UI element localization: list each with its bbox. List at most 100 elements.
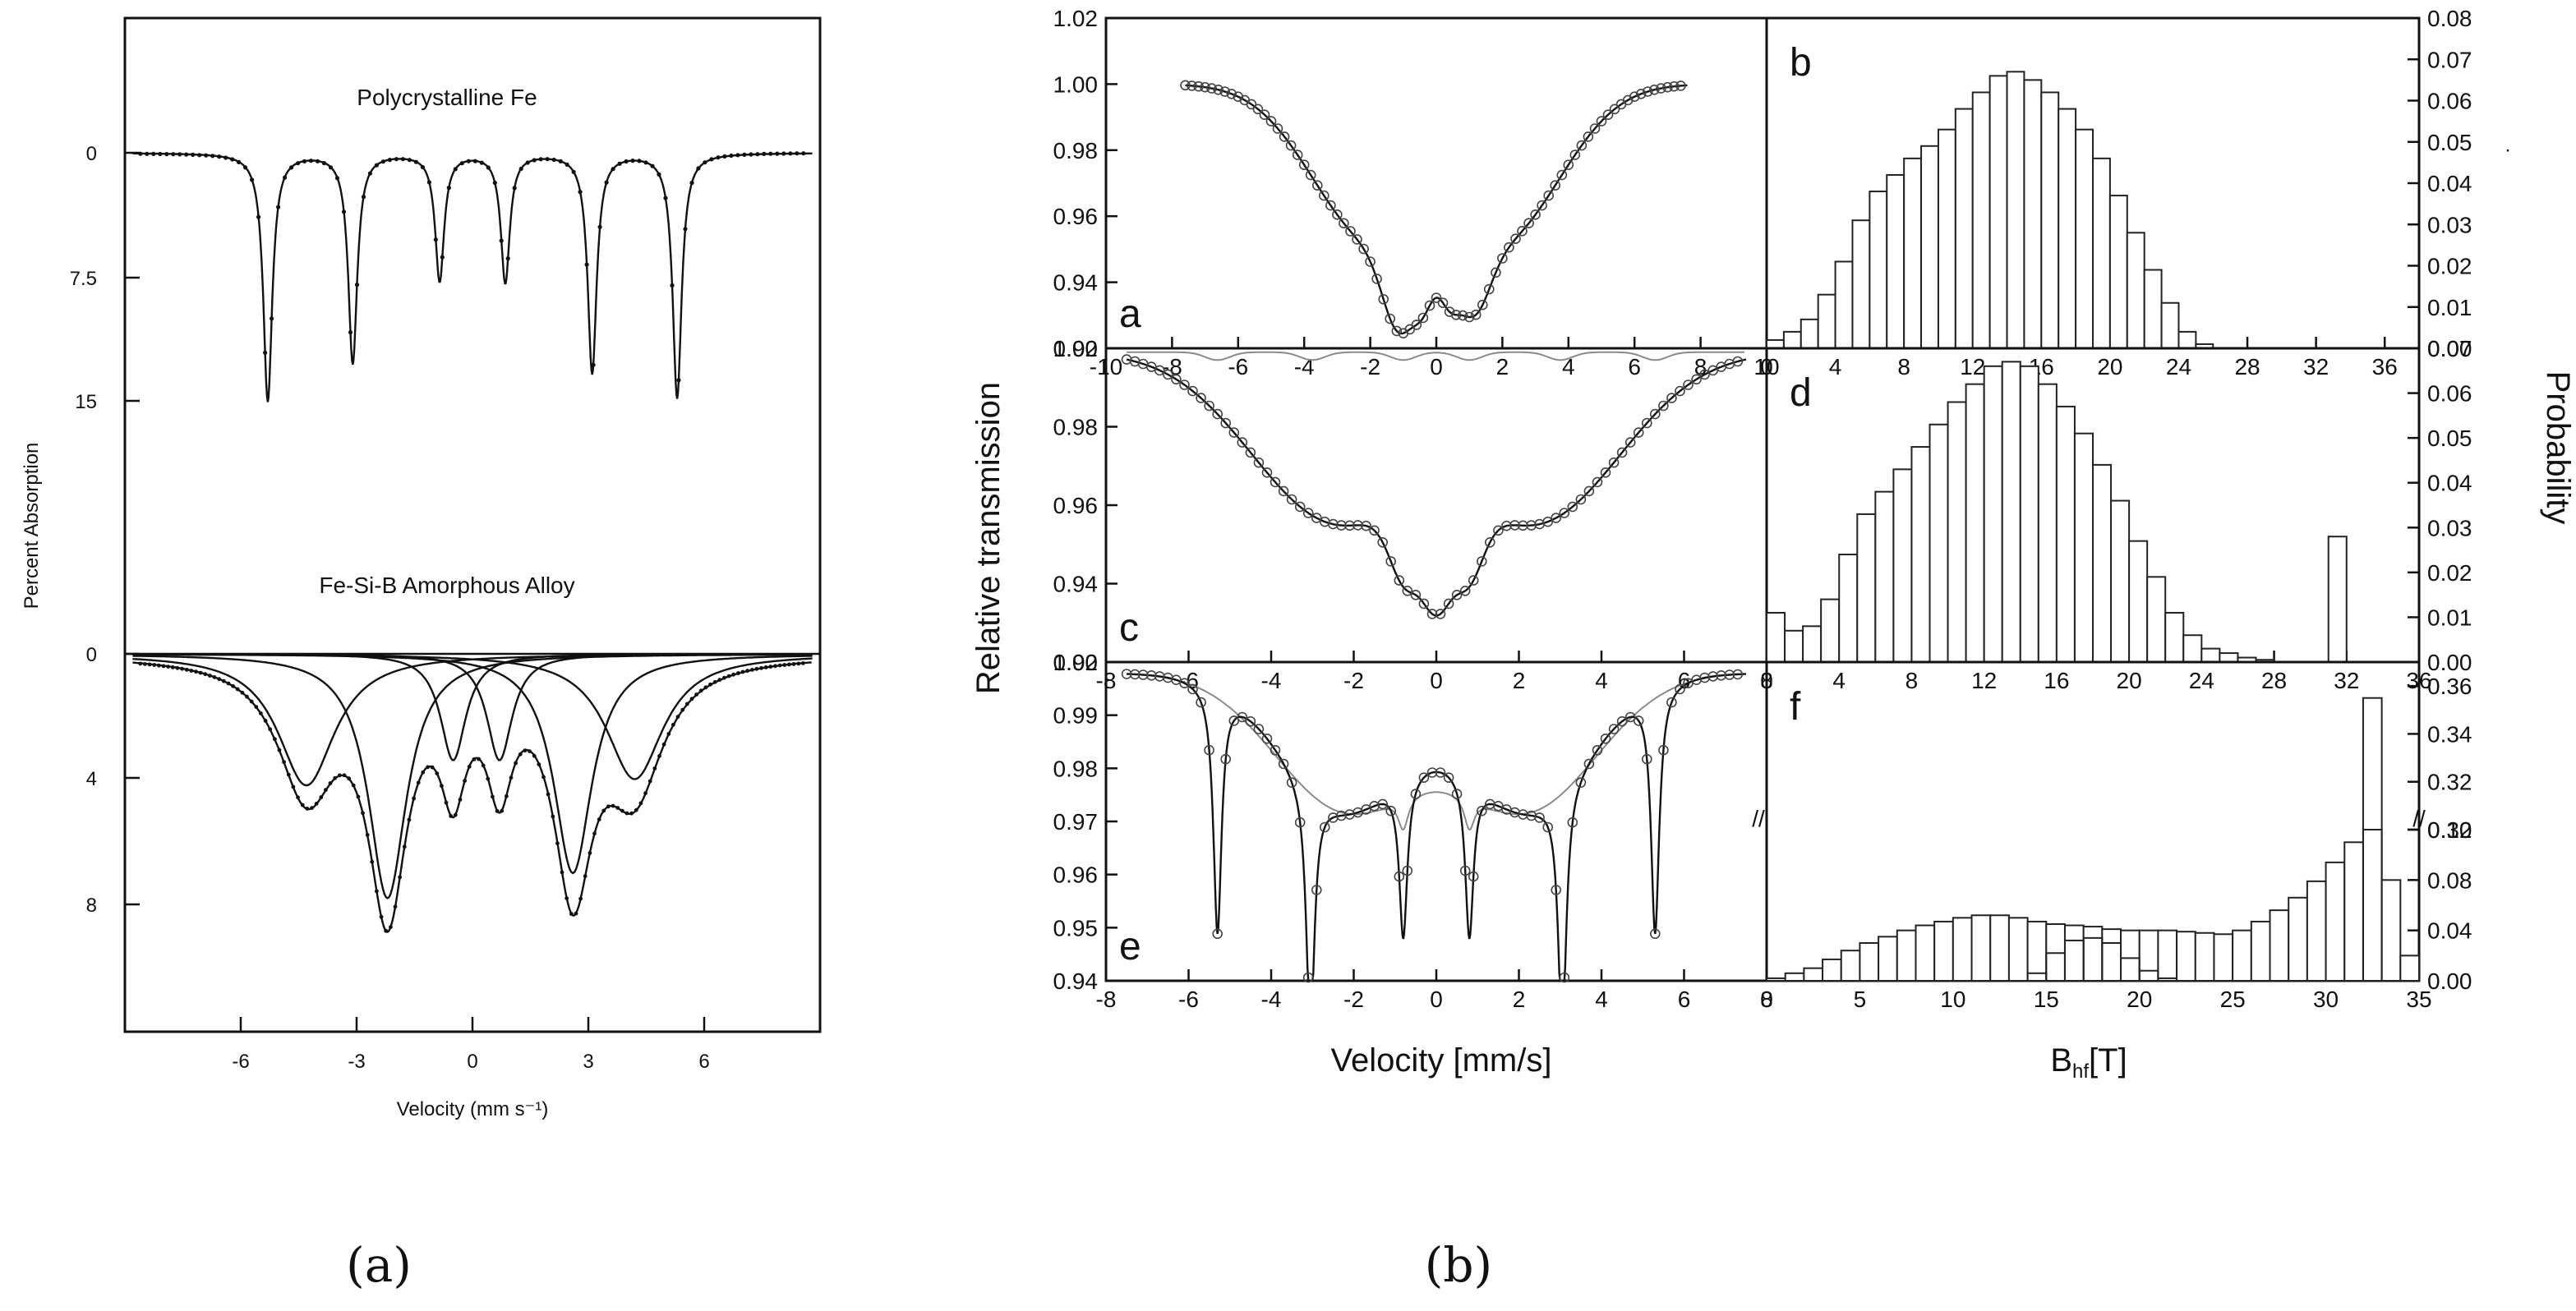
x-tick-label-a-7: 4 — [1562, 354, 1575, 380]
data-point-alloy — [365, 833, 370, 837]
data-point-a — [1669, 80, 1680, 92]
bar-d-4 — [1838, 554, 1859, 663]
data-point-a — [1517, 225, 1528, 237]
data-point-e — [1245, 715, 1256, 727]
data-point-alloy — [240, 690, 245, 695]
data-point-fe — [716, 155, 721, 160]
data-point-a — [1325, 200, 1336, 211]
data-point-a — [1292, 150, 1303, 160]
data-point-fe — [354, 283, 360, 288]
x-tick-label-c-2: -4 — [1261, 668, 1282, 693]
data-point-e — [1261, 733, 1273, 744]
velocity-panel-a: a-10 -8 -6 -4 -2 0 2 4 6 8 100.920.940.960.981.001… — [1053, 6, 1780, 380]
y-tick-alloy-2: 8 — [86, 895, 97, 917]
data-point-alloy — [601, 808, 606, 813]
x-tick-label-f-6: 30 — [2313, 987, 2339, 1012]
bar-f-sharp-16 — [2063, 939, 2085, 982]
data-point-a — [1187, 80, 1197, 91]
data-point-c — [1616, 447, 1628, 458]
data-point-fe — [400, 157, 405, 162]
bar-b-4 — [1834, 260, 1854, 350]
bar-f-sharp-19 — [2120, 957, 2141, 982]
data-point-a — [1431, 292, 1442, 303]
data-point-c — [1443, 598, 1454, 610]
data-point-alloy — [624, 811, 629, 816]
data-point-c — [1253, 457, 1265, 468]
data-point-a — [1272, 123, 1283, 134]
data-point-a — [1602, 109, 1614, 120]
data-point-alloy — [560, 870, 565, 875]
data-point-alloy — [421, 770, 426, 775]
data-point-alloy — [726, 674, 731, 678]
data-point-alloy — [565, 896, 569, 900]
x-tick-label-b-5: 20 — [2097, 354, 2122, 380]
data-point-alloy — [800, 661, 805, 665]
subplot-title-fe: Polycrystalline Fe — [357, 85, 537, 110]
spectrum-fe — [132, 151, 813, 402]
data-point-c — [1624, 437, 1636, 448]
data-point-c — [1154, 365, 1165, 376]
data-point-fe — [210, 154, 215, 159]
figure-a: Polycrystalline Fe Fe-Si-B Amorphous All… — [21, 16, 822, 1120]
data-point-e — [1575, 777, 1587, 789]
data-point-e — [1559, 972, 1570, 983]
x-tick-label-c-3: -2 — [1343, 668, 1364, 693]
data-point-a — [1437, 297, 1449, 309]
bar-d-13 — [2001, 361, 2021, 663]
data-point-alloy — [486, 776, 491, 781]
bar-f-broad-29 — [2306, 880, 2327, 982]
bar-d-6 — [1874, 490, 1895, 664]
y-tick-label-e-2: 0.96 — [1053, 862, 1099, 888]
bar-d-21 — [2146, 576, 2167, 663]
data-point-fe — [538, 157, 543, 162]
data-point-c — [1261, 467, 1273, 478]
data-point-alloy — [643, 791, 647, 795]
data-point-a — [1352, 234, 1362, 245]
x-tick-label-b-7: 28 — [2234, 354, 2260, 380]
panel-label-e: e — [1119, 925, 1141, 968]
data-point-alloy — [235, 687, 240, 692]
data-point-alloy — [152, 663, 157, 667]
data-point-e — [1410, 789, 1422, 799]
x-tick-label-d-1: 4 — [1832, 668, 1846, 693]
data-point-fe — [459, 161, 464, 166]
data-point-a — [1226, 89, 1237, 99]
bar-f-broad-5 — [1859, 942, 1880, 982]
data-point-fe — [315, 159, 320, 163]
data-point-fe — [663, 196, 668, 200]
data-point-alloy — [768, 665, 773, 669]
data-point-alloy — [481, 763, 486, 768]
y-tick-label-b-7: 0.07 — [2427, 47, 2472, 72]
bar-f-sharp-20 — [2138, 969, 2159, 982]
y-tick-alloy-1: 4 — [86, 768, 97, 790]
data-point-alloy — [583, 874, 588, 878]
data-point-alloy — [703, 685, 708, 690]
data-point-e — [1583, 758, 1595, 770]
data-point-c — [1294, 501, 1306, 513]
data-point-alloy — [337, 773, 342, 778]
data-point-a — [1312, 180, 1323, 191]
data-point-fe — [328, 165, 334, 170]
data-point-alloy — [629, 811, 634, 816]
x-tick-label-a-8: 6 — [1628, 354, 1641, 380]
data-point-fe — [453, 167, 458, 172]
data-point-a — [1391, 325, 1403, 337]
data-point-e — [1121, 669, 1132, 679]
data-point-e — [1724, 669, 1735, 680]
data-point-alloy — [147, 662, 152, 667]
bar-f-broad-3 — [1822, 958, 1842, 982]
data-point-alloy — [384, 928, 389, 933]
y-tick-label-e-1: 0.95 — [1053, 915, 1099, 941]
data-point-c — [1237, 437, 1248, 448]
y-tick-alloy-0: 0 — [86, 644, 97, 666]
data-point-alloy — [361, 811, 365, 816]
x-tick-label-e-8: 8 — [1760, 987, 1773, 1012]
data-point-alloy — [161, 664, 166, 669]
data-point-fe — [657, 172, 661, 177]
data-point-e — [1237, 711, 1248, 723]
data-point-fe — [250, 177, 255, 182]
bar-d-22 — [2164, 611, 2185, 664]
data-point-c — [1245, 447, 1256, 458]
data-point-fe — [348, 330, 353, 335]
data-point-alloy — [296, 795, 300, 800]
